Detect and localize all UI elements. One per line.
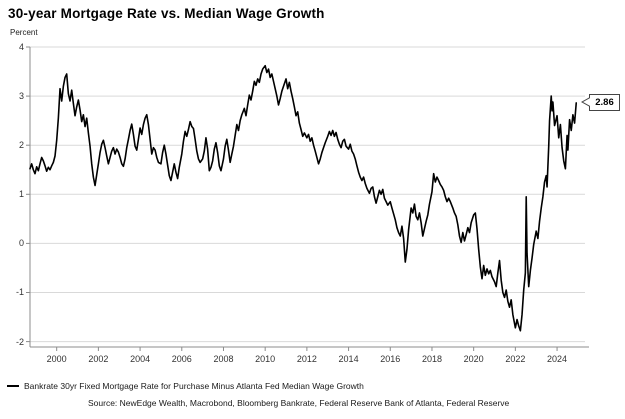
- last-value-text: 2.86: [595, 96, 614, 108]
- y-axis-unit-label: Percent: [10, 28, 38, 37]
- x-tick-label: 2002: [88, 354, 109, 364]
- x-tick-label: 2022: [505, 354, 526, 364]
- x-tick-label: 2024: [547, 354, 568, 364]
- x-tick-label: 2008: [213, 354, 234, 364]
- legend-label: Bankrate 30yr Fixed Mortgage Rate for Pu…: [24, 381, 364, 391]
- x-tick-label: 2014: [338, 354, 359, 364]
- y-tick-label: -2: [15, 336, 24, 347]
- source-attribution: Source: NewEdge Wealth, Macrobond, Bloom…: [88, 398, 510, 408]
- legend-line-swatch-icon: [7, 385, 19, 387]
- x-tick-label: 2016: [380, 354, 401, 364]
- x-tick-label: 2010: [255, 354, 276, 364]
- chart-title: 30-year Mortgage Rate vs. Median Wage Gr…: [8, 6, 325, 21]
- x-tick-label: 2018: [421, 354, 442, 364]
- x-tick-label: 2006: [171, 354, 192, 364]
- x-tick-label: 2004: [130, 354, 151, 364]
- y-tick-label: 1: [18, 189, 24, 200]
- y-tick-label: 3: [18, 91, 24, 102]
- y-tick-label: 0: [18, 238, 24, 249]
- x-tick-label: 2000: [46, 354, 67, 364]
- y-tick-label: 2: [18, 140, 24, 151]
- y-tick-label: -1: [15, 287, 24, 298]
- y-tick-label: 4: [18, 42, 24, 52]
- x-tick-label: 2020: [463, 354, 484, 364]
- last-value-callout: 2.86: [581, 93, 620, 111]
- legend: Bankrate 30yr Fixed Mortgage Rate for Pu…: [7, 381, 364, 391]
- series-line: [29, 64, 578, 332]
- x-tick-label: 2012: [296, 354, 317, 364]
